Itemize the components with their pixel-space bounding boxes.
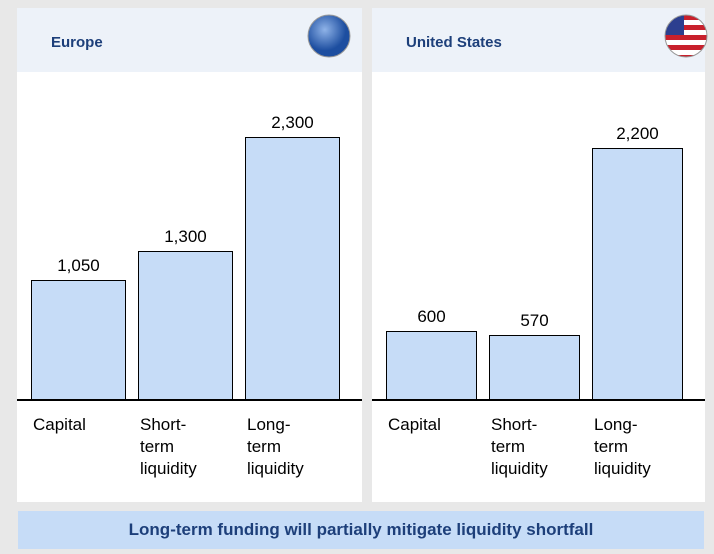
x-tick-label: Short-term liquidity — [140, 415, 197, 478]
bar — [138, 251, 233, 400]
panel: United States 600 Capital 570 Short-term li… — [372, 8, 708, 502]
panel-title: United States — [406, 34, 502, 51]
footer-banner: Long-term funding will partially mitigat… — [18, 511, 704, 549]
value-label: 2,200 — [616, 124, 659, 144]
panel-title: Europe — [51, 34, 103, 51]
eu-icon — [307, 14, 351, 58]
baseline — [372, 399, 705, 401]
us-icon — [664, 14, 708, 58]
bar — [31, 279, 126, 400]
value-label: 600 — [417, 307, 446, 327]
x-tick-label: Long-term liquidity — [247, 415, 304, 478]
x-tick-label: Long-term liquidity — [594, 415, 651, 478]
bar — [489, 334, 580, 400]
x-tick-label: Capital — [33, 415, 86, 434]
value-label: 570 — [520, 310, 549, 330]
bar — [592, 148, 683, 400]
panel-header — [17, 8, 362, 72]
value-label: 2,300 — [271, 113, 314, 132]
panel-header — [372, 8, 705, 72]
bar — [245, 137, 340, 400]
value-label: 1,050 — [57, 255, 100, 275]
bar — [386, 331, 477, 400]
baseline — [17, 399, 362, 401]
panel: Europe 1,050 Capital 1,300 Short-term liqui… — [17, 8, 362, 502]
x-tick-label: Short-term liquidity — [491, 415, 548, 478]
value-label: 1,300 — [164, 227, 207, 247]
x-tick-label: Capital — [388, 415, 441, 434]
